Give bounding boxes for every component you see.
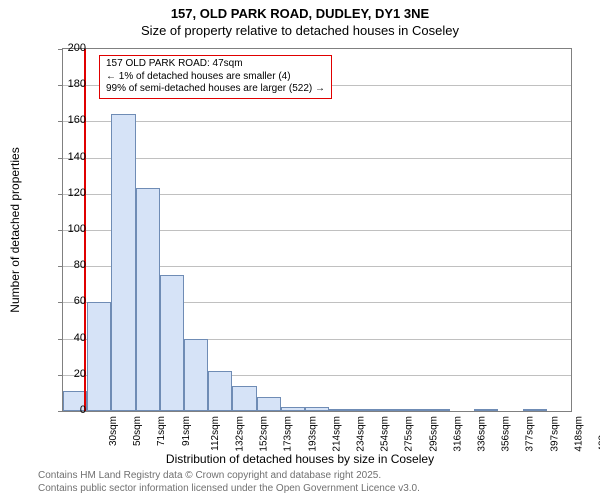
gridline [63,158,571,159]
ytick-label: 20 [46,368,86,380]
ytick-label: 40 [46,332,86,344]
x-axis-label: Distribution of detached houses by size … [0,452,600,466]
ytick-label: 140 [46,151,86,163]
xtick-label: 316sqm [452,416,463,452]
annotation-box: 157 OLD PARK ROAD: 47sqm ← 1% of detache… [99,55,332,99]
histogram-bar [208,371,232,411]
xtick-label: 132sqm [235,416,246,452]
annotation-line1: 157 OLD PARK ROAD: 47sqm [106,58,325,71]
ytick-label: 100 [46,223,86,235]
histogram-bar [353,409,377,411]
xtick-label: 214sqm [331,416,342,452]
ytick-label: 60 [46,295,86,307]
chart-title-line1: 157, OLD PARK ROAD, DUDLEY, DY1 3NE [0,0,600,21]
chart-title-line2: Size of property relative to detached ho… [0,21,600,38]
xtick-label: 50sqm [132,416,143,446]
xtick-label: 295sqm [428,416,439,452]
histogram-bar [426,409,450,411]
histogram-bar [136,188,160,411]
xtick-label: 112sqm [210,416,221,451]
xtick-label: 377sqm [525,416,536,452]
histogram-bar [474,409,498,411]
xtick-label: 254sqm [380,416,391,452]
histogram-bar [160,275,184,411]
ytick-label: 0 [46,404,86,416]
histogram-bar [305,407,329,411]
annotation-line3: 99% of semi-detached houses are larger (… [106,83,325,96]
y-axis-label: Number of detached properties [8,147,22,312]
xtick-label: 193sqm [307,416,318,452]
xtick-label: 173sqm [283,416,294,452]
ytick-label: 80 [46,259,86,271]
histogram-bar [377,409,401,411]
xtick-label: 418sqm [573,416,584,452]
histogram-bar [232,386,256,411]
ytick-label: 200 [46,42,86,54]
xtick-label: 275sqm [404,416,415,452]
xtick-label: 397sqm [549,416,560,452]
xtick-label: 91sqm [181,416,192,446]
ytick-label: 180 [46,78,86,90]
xtick-label: 356sqm [501,416,512,452]
xtick-label: 30sqm [108,416,119,446]
histogram-bar [111,114,135,411]
histogram-bar [257,397,281,411]
histogram-bar [87,302,111,411]
histogram-plot-area: 157 OLD PARK ROAD: 47sqm ← 1% of detache… [62,48,572,412]
footer-copyright-1: Contains HM Land Registry data © Crown c… [38,470,381,481]
histogram-bar [329,409,353,411]
annotation-line2: ← 1% of detached houses are smaller (4) [106,71,325,84]
xtick-label: 71sqm [156,416,167,446]
histogram-bar [281,407,305,411]
footer-copyright-2: Contains public sector information licen… [38,483,420,494]
xtick-label: 234sqm [356,416,367,452]
histogram-bar [402,409,426,411]
histogram-bar [184,339,208,411]
xtick-label: 152sqm [259,416,270,452]
xtick-label: 336sqm [477,416,488,452]
ytick-label: 120 [46,187,86,199]
ytick-label: 160 [46,114,86,126]
histogram-bar [523,409,547,411]
gridline [63,121,571,122]
